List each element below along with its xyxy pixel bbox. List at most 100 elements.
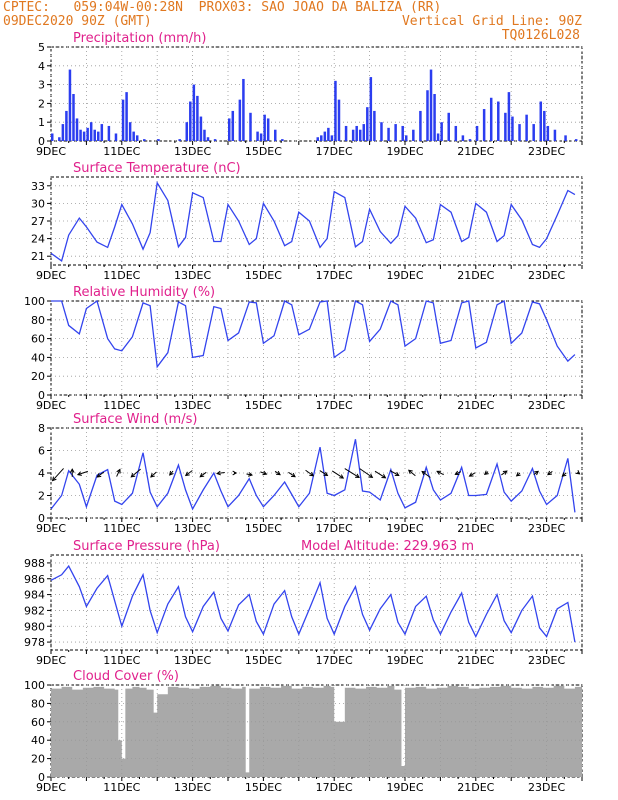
precip-bar <box>82 131 86 141</box>
rh-series-line <box>51 299 576 369</box>
precip-bar <box>355 125 358 141</box>
y-tick-label: 60 <box>31 333 45 346</box>
precip-bar <box>79 129 82 141</box>
x-tick-label: 17DEC <box>316 399 353 412</box>
precip-bar <box>128 122 132 141</box>
precip-bar <box>281 139 284 141</box>
precip-bar <box>68 69 72 141</box>
y-tick-label: 0 <box>38 771 45 784</box>
wind-panel <box>47 427 583 522</box>
precip-bar <box>196 95 199 141</box>
wind-vector-arrow <box>501 470 508 476</box>
precip-bar <box>97 131 100 141</box>
wind-vector-arrow <box>150 471 157 478</box>
pres-panel <box>47 554 583 654</box>
precip-bar <box>330 135 334 141</box>
precip-bar <box>543 110 546 141</box>
wind-vector-arrow <box>359 468 373 478</box>
wind-vector-arrowhead <box>355 473 360 478</box>
precip-bar <box>266 118 270 141</box>
precip-bar <box>358 129 362 141</box>
wind-vector-arrow <box>52 468 64 481</box>
precip-bar <box>546 125 550 141</box>
y-tick-label: 40 <box>31 351 45 364</box>
y-tick-label: 24 <box>31 233 45 246</box>
wind-vector-arrow <box>216 471 225 475</box>
precip-bar <box>327 127 330 141</box>
wind-vector-arrow <box>260 471 267 475</box>
wind-vector-arrowhead <box>116 468 121 474</box>
wind-vector-arrowhead <box>69 468 75 473</box>
x-tick-label: 15DEC <box>245 781 282 794</box>
wind-vector-arrowhead <box>468 472 474 477</box>
wind-vector-arrow <box>185 470 193 476</box>
x-tick-label: 9DEC <box>36 522 66 535</box>
wind-vector-arrowhead <box>232 470 238 476</box>
wind-vector-arrowhead <box>248 472 254 477</box>
wind-vector-arrowhead <box>515 471 521 477</box>
x-tick-label: 21DEC <box>457 654 494 667</box>
wind-vector-arrow <box>96 471 105 478</box>
precip-bar <box>440 122 443 141</box>
precip-bar <box>394 124 397 141</box>
x-tick-label: 19DEC <box>386 145 423 158</box>
precip-bar <box>373 110 376 141</box>
wind-vector-arrow <box>374 470 386 479</box>
precip-bar <box>504 112 507 141</box>
x-tick-label: 21DEC <box>457 269 494 282</box>
x-tick-label: 15DEC <box>245 269 282 282</box>
x-tick-label: 19DEC <box>386 654 423 667</box>
precip-bar <box>337 99 341 141</box>
y-tick-label: 2 <box>38 97 45 110</box>
precip-bar <box>489 97 493 141</box>
precip-bar <box>351 129 355 141</box>
precip-bar <box>178 139 181 141</box>
y-tick-label: 30 <box>31 197 45 210</box>
x-tick-label: 23DEC <box>528 399 565 412</box>
precip-bar <box>380 122 383 141</box>
y-tick-label: 40 <box>31 734 45 747</box>
x-tick-label: 11DEC <box>103 654 140 667</box>
x-tick-label: 15DEC <box>245 399 282 412</box>
y-tick-label: 33 <box>31 180 45 193</box>
wind-vector-arrowhead <box>534 470 540 476</box>
wind-vector-arrow <box>344 468 360 478</box>
precip-bar <box>107 125 111 141</box>
x-tick-label: 23DEC <box>528 269 565 282</box>
precip-panel <box>47 46 583 145</box>
cloud-cover-area <box>51 685 582 777</box>
rh-title: Relative Humidity (%) <box>73 285 215 300</box>
y-tick-label: 21 <box>31 250 45 263</box>
wind-vector-arrowhead <box>169 470 174 476</box>
precip-bar <box>429 69 433 141</box>
x-tick-label: 15DEC <box>245 654 282 667</box>
y-tick-label: 988 <box>24 557 45 570</box>
header-grid-info: Vertical Grid Line: 90Z <box>401 14 582 29</box>
precip-bar <box>58 137 61 141</box>
x-tick-label: 19DEC <box>386 269 423 282</box>
precip-bar <box>256 131 259 141</box>
precip-bar <box>157 139 160 141</box>
precip-bar <box>401 125 404 141</box>
y-tick-label: 80 <box>31 697 45 710</box>
wind-vector-arrow <box>319 470 328 476</box>
x-tick-label: 9DEC <box>36 781 66 794</box>
temp-title: Surface Temperature (nC) <box>73 161 241 176</box>
precip-bar <box>525 114 528 141</box>
wind-vector-arrowhead <box>454 470 460 476</box>
x-tick-label: 21DEC <box>457 145 494 158</box>
x-tick-label: 11DEC <box>103 269 140 282</box>
wind-vector-arrowhead <box>575 469 581 475</box>
y-tick-label: 60 <box>31 716 45 729</box>
precip-bar <box>61 124 65 141</box>
wind-vector-arrowhead <box>51 476 57 482</box>
precip-bar <box>65 110 68 141</box>
wind-vector-arrowhead <box>276 470 281 476</box>
header-location: CPTEC: 059:04W-00:28N PROX03: SAO JOAO D… <box>3 0 442 15</box>
precip-bar <box>419 110 422 141</box>
wind-vector-arrowhead <box>547 470 552 476</box>
pres-series-line <box>50 564 576 643</box>
rh-panel <box>47 299 583 399</box>
wind-vector-arrowhead <box>561 472 567 477</box>
x-tick-label: 13DEC <box>174 654 211 667</box>
